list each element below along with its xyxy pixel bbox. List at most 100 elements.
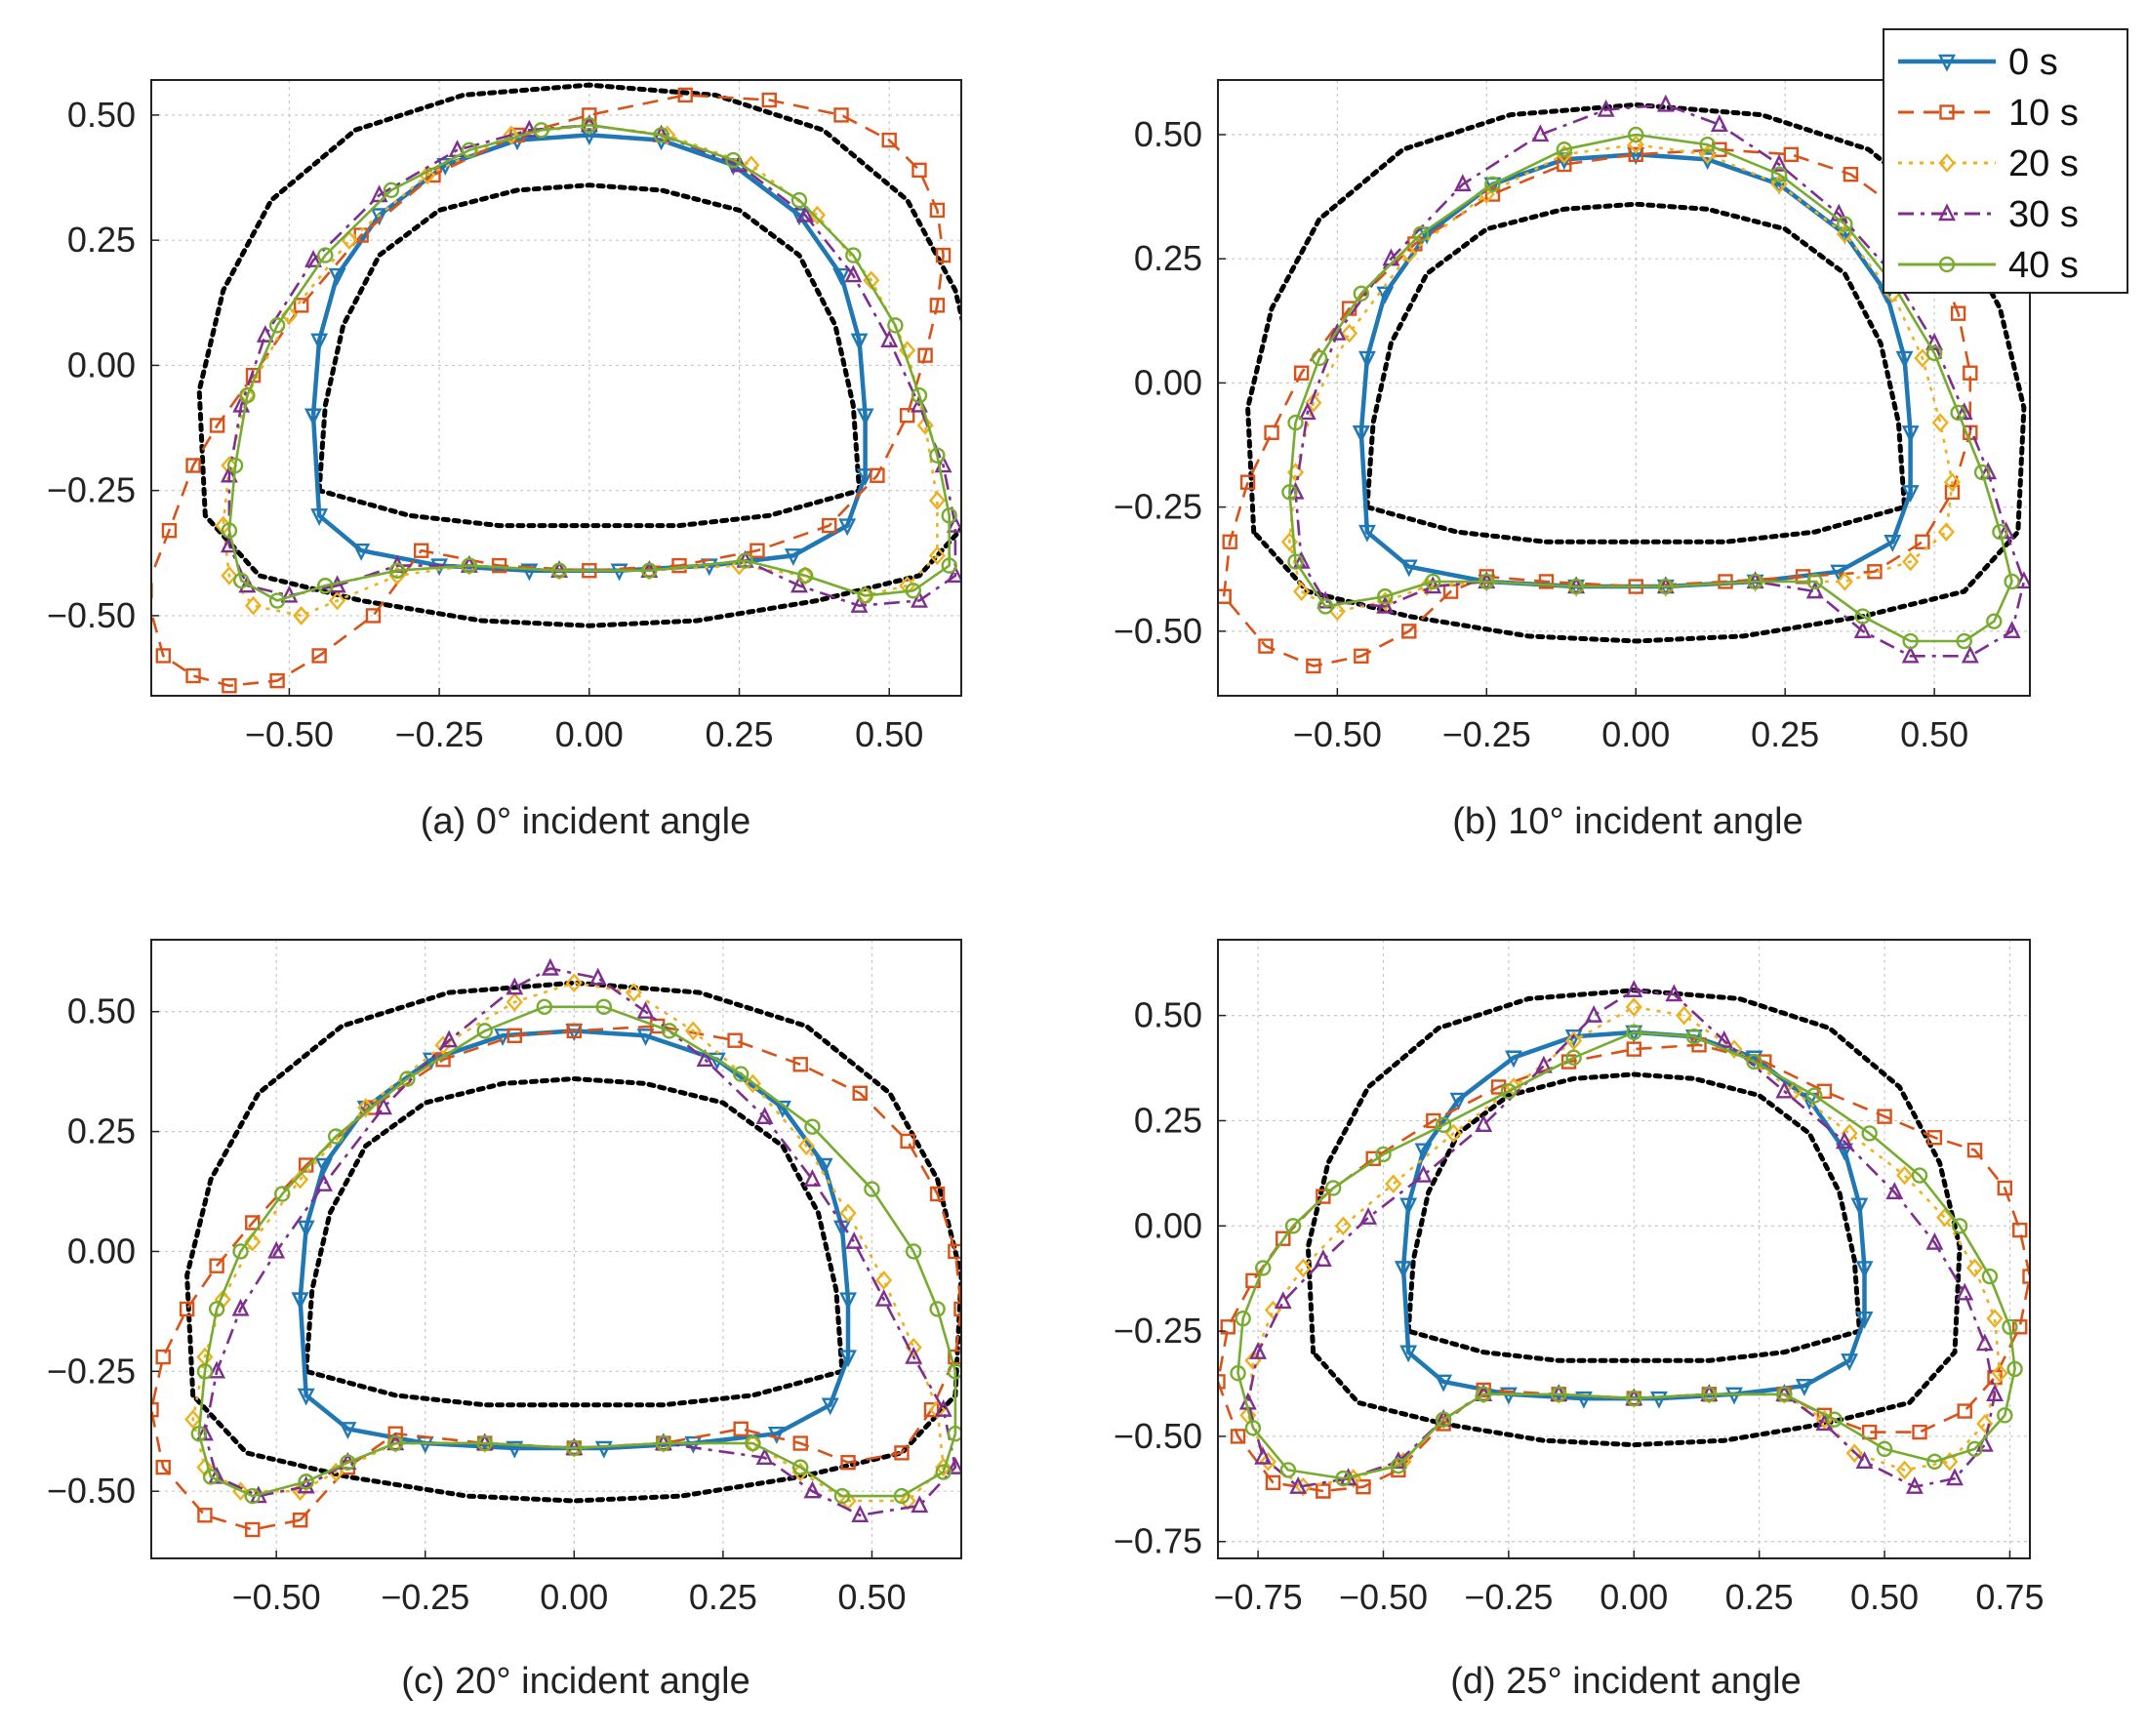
panel-b-point-40s-26 (1657, 578, 1675, 595)
panel-c-point-20s-12 (625, 983, 642, 1002)
legend-marker-shape-0s (1938, 54, 1956, 72)
panel-b-point-10s-7 (1484, 186, 1501, 202)
panel-c-point-10s-16 (792, 1057, 808, 1072)
panel-a-caption: (a) 0° incident angle (421, 801, 750, 842)
panel-b-point-0s-2 (1376, 286, 1395, 304)
panel-a-point-10s-3 (209, 418, 225, 433)
panel-c-line-40s (197, 1005, 957, 1498)
panel-c-point-0s-5 (494, 1029, 512, 1046)
panel-d-point-30s-12 (1625, 980, 1643, 997)
panel-a-point-10s-28 (311, 648, 327, 664)
panel-d-point-10s-9 (1426, 1112, 1441, 1129)
panel-c-point-20s-13 (684, 1021, 702, 1041)
panel-c-point-40s-28 (476, 1434, 493, 1452)
panel-a-point-30s-21 (911, 589, 928, 608)
panel-d-point-40s-32 (1435, 1411, 1452, 1428)
panel-d-point-40s-9 (1435, 1116, 1452, 1133)
panel-d-xtick-label-4: 0.25 (1725, 1577, 1794, 1617)
panel-a-point-0s-2 (328, 267, 346, 286)
panel-c-point-10s-18 (900, 1133, 915, 1150)
panel-a-point-10s-31 (185, 667, 201, 684)
panel-d-point-20s-13 (1676, 1005, 1693, 1026)
panel-a-line-10s (151, 94, 945, 688)
panel-c-data (151, 957, 961, 1538)
legend-label-10s: 10 s (2008, 93, 2079, 134)
panel-c-point-40s-7 (274, 1186, 291, 1202)
panel-d-point-20s-17 (1896, 1165, 1914, 1186)
panel-c-point-40s-29 (387, 1434, 404, 1452)
panel-b-point-20s-10 (1627, 135, 1644, 154)
panel-c-point-0s-22 (291, 1292, 309, 1311)
panel-c-series-40s (190, 998, 961, 1505)
panel-a-point-0s-18 (520, 563, 539, 582)
panel-d-ytick-label-5: 0.50 (1134, 995, 1202, 1035)
panel-b-point-20s-2 (1293, 582, 1311, 601)
panel-a-point-20s-22 (730, 555, 749, 576)
panel-c-point-40s-27 (566, 1439, 583, 1457)
panel-c-point-0s-10 (815, 1157, 833, 1176)
panel-b-xtick-label-0: −0.50 (1293, 714, 1382, 754)
panel-d-point-10s-22 (2012, 1319, 2028, 1335)
panel-c-reference-outline-0 (304, 1075, 845, 1408)
panel-d-point-10s-8 (1365, 1151, 1381, 1166)
legend-marker-shape-40s (1938, 256, 1956, 273)
panel-d-point-40s-11 (1565, 1049, 1582, 1066)
panel-b-point-10s-9 (1628, 146, 1643, 163)
panel-a-point-30s-4 (220, 464, 238, 483)
panel-d-point-30s-17 (1885, 1182, 1904, 1199)
panel-b-point-0s-9 (1836, 226, 1854, 245)
panel-a-point-40s-5 (239, 386, 256, 404)
panel-b-point-10s-29 (1306, 658, 1321, 674)
panel-a-point-0s-13 (856, 468, 874, 486)
panel-c-point-40s-21 (935, 1464, 952, 1480)
panel-d-point-30s-24 (1905, 1475, 1924, 1494)
panel-b-ytick-label-1: −0.25 (1114, 487, 1202, 527)
panel-d-point-10s-25 (1912, 1424, 1927, 1440)
panel-c-point-40s-6 (232, 1243, 249, 1260)
panel-a-point-0s-11 (850, 333, 869, 351)
panel-b-point-30s-7 (1453, 174, 1472, 192)
panel-a-point-40s-17 (911, 386, 928, 404)
panel-b-xtick-label-4: 0.50 (1900, 714, 1968, 754)
panel-c-point-30s-22 (911, 1495, 929, 1514)
panel-d-point-10s-17 (1926, 1130, 1943, 1146)
panel-a-point-30s-14 (796, 204, 815, 222)
panel-d-point-0s-12 (1855, 1261, 1874, 1279)
panel-c-point-0s-2 (315, 1157, 333, 1176)
panel-a-point-40s-15 (845, 247, 862, 263)
panel-b-point-30s-15 (1925, 333, 1944, 350)
panel-a-point-10s-2 (185, 458, 201, 473)
panel-d-point-40s-14 (1746, 1053, 1762, 1070)
panel-b-point-10s-27 (1401, 624, 1417, 639)
panel-b-point-40s-15 (1925, 344, 1943, 362)
legend-entry-20s: 20 s (1898, 143, 2079, 184)
panel-a-point-30s-10 (520, 119, 539, 138)
panel-b-ytick-label-3: 0.25 (1134, 238, 1202, 278)
panel-d-point-0s-14 (1841, 1353, 1859, 1371)
panel-d-point-10s-35 (1356, 1478, 1371, 1495)
panel-b-point-0s-8 (1770, 177, 1789, 195)
panel-a-ytick-label-3: 0.25 (67, 220, 136, 260)
legend-marker-0s (1938, 54, 1956, 72)
panel-c-point-40s-10 (476, 1023, 493, 1039)
legend-entry-30s: 30 s (1898, 194, 2079, 235)
panel-a-point-10s-20 (870, 467, 885, 483)
panel-c-point-0s-20 (339, 1422, 357, 1439)
panel-a-point-40s-14 (790, 191, 808, 209)
panel-d-point-40s-33 (1390, 1457, 1407, 1474)
panel-a-xtick-label-2: 0.00 (555, 714, 624, 754)
panel-c-ytick-label-3: 0.25 (67, 1111, 136, 1151)
panel-c-point-30s-18 (874, 1288, 893, 1307)
panel-d-point-30s-1 (1289, 1475, 1308, 1494)
panel-c-point-10s-23 (923, 1401, 940, 1418)
legend-marker-shape-20s (1938, 153, 1956, 173)
panel-b-point-40s-28 (1479, 573, 1495, 590)
panel-b-point-40s-23 (1854, 608, 1871, 625)
panel-d-point-0s-2 (1414, 1143, 1433, 1161)
panel-d-point-10s-19 (1997, 1180, 2013, 1196)
panel-d-point-20s-2 (1259, 1451, 1276, 1472)
legend-label-0s: 0 s (2008, 42, 2058, 83)
panel-b-point-40s-27 (1567, 578, 1585, 595)
legend-marker-shape-10s (1939, 104, 1955, 120)
